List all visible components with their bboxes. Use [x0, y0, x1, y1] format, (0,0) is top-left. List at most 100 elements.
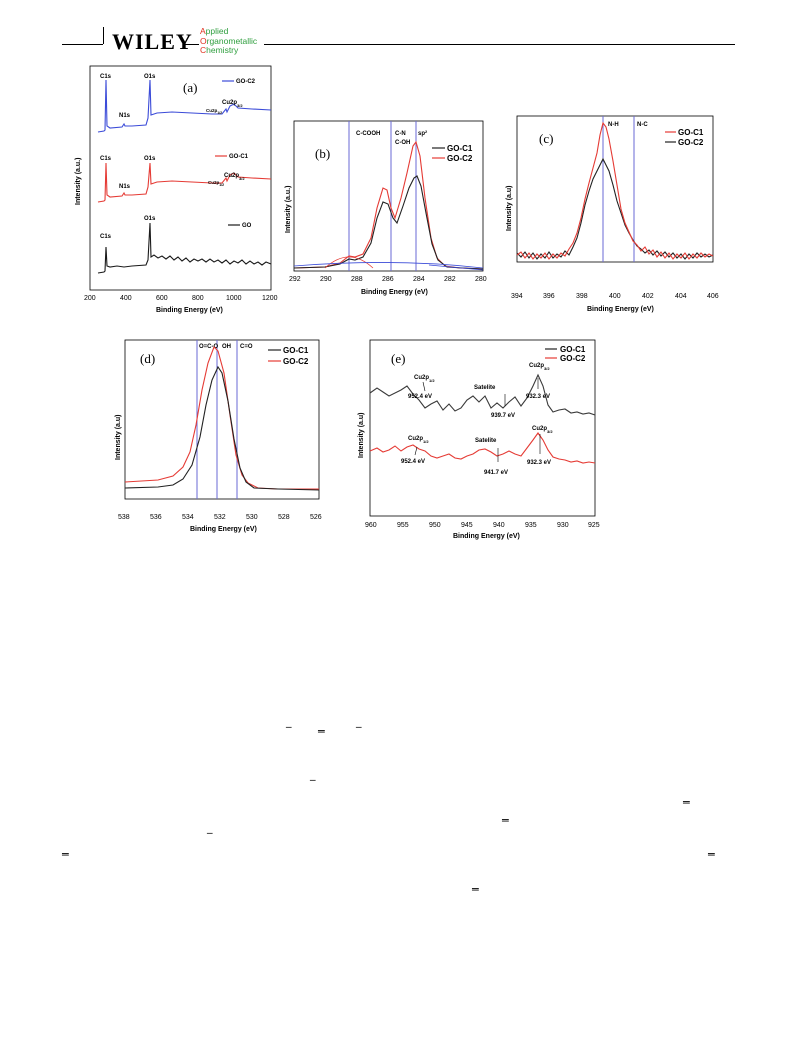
a-xtick-0: 200: [84, 295, 96, 302]
b-baseline-tail: [428, 264, 484, 271]
e-top-sat-ev: 939.7 eV: [491, 413, 515, 419]
peak-c1s-go: C1s: [100, 234, 112, 240]
d-xtick-6: 526: [310, 514, 322, 521]
fragment-2: ═: [318, 725, 325, 738]
b-xtick-6: 280: [475, 276, 487, 283]
b-legend-c1-text: GO-C1: [447, 144, 473, 153]
e-top-cu-left-arrow: [422, 381, 426, 392]
e-top-cu-left: Cu2p1/2: [414, 375, 435, 383]
series-go-c1: [97, 162, 272, 203]
peak-o1s-go: O1s: [144, 216, 156, 222]
peak-n1s-c1: N1s: [119, 184, 131, 190]
panel-c-frame: [516, 115, 714, 263]
panel-d-frame: [124, 339, 320, 500]
e-top-cu-left-ev: 952.4 eV: [408, 394, 432, 400]
peak-cu2p1-c2: Cu2p1/2: [206, 108, 222, 115]
d-ylabel: Intensity (a.u): [115, 414, 122, 460]
peak-c1s-c1: C1s: [100, 156, 112, 162]
b-baseline: [293, 262, 484, 269]
peak-n1s-c2: N1s: [119, 113, 131, 119]
series-b-go-c1: [293, 175, 484, 270]
header-rule-mid: [183, 44, 199, 45]
d-xtick-4: 530: [246, 514, 258, 521]
panel-d: (d) O=C-O OH C=O GO-C1 GO-C2 538 536 534…: [108, 335, 333, 555]
c-xtick-5: 404: [675, 293, 687, 300]
peak-cu2p1-c1: Cu2p1/2: [208, 180, 224, 187]
panel-b-label: (b): [315, 146, 330, 161]
peak-o1s-c1: O1s: [144, 156, 156, 162]
e-xtick-2: 950: [429, 522, 441, 529]
legend-go-c1-text: GO-C1: [229, 154, 249, 160]
e-bot-cu-right: Cu2p3/2: [532, 426, 553, 434]
e-bot-cu-right-ev: 932.3 eV: [527, 460, 551, 466]
series-c-go-c2: [516, 157, 714, 260]
e-bot-cu-left: Cu2p1/2: [408, 436, 429, 444]
panel-a: (a) C1s N1s O1s Cu2p1/2 Cu2p3/2 C1s N1s …: [62, 60, 287, 320]
fragment-3: ‾: [356, 725, 362, 738]
panel-a-xticks: 200 400 600 800 1000 1200: [84, 295, 278, 302]
panel-e: (e) GO-C1 GO-C2 Cu2p1/2 952.4 eV Satelit…: [345, 330, 605, 545]
d-xtick-1: 536: [150, 514, 162, 521]
peak-cu2p-c2: Cu2p3/2: [222, 100, 243, 108]
b-ann-cn: C-N: [395, 131, 406, 137]
e-bot-sat-ev: 941.7 eV: [484, 470, 508, 476]
b-xtick-4: 284: [413, 276, 425, 283]
a-xtick-1: 400: [120, 295, 132, 302]
e-xtick-0: 960: [365, 522, 377, 529]
journal-name: Applied Organometallic Chemistry: [200, 26, 258, 55]
header-tick: [103, 27, 104, 44]
fragment-4: ‾: [310, 778, 316, 791]
c-legend-c2-text: GO-C2: [678, 138, 704, 147]
a-ylabel: Intensity (a.u.): [75, 158, 82, 205]
c-ylabel: Intensity (a.u): [506, 185, 513, 231]
panel-d-xticks: 538 536 534 532 530 528 526: [118, 514, 322, 521]
d-ann-oh: OH: [222, 344, 231, 350]
panel-b-chart: (b) C-COOH C-N C-OH sp2 GO-C1 GO-C2 292 …: [285, 120, 487, 296]
d-legend-c2-text: GO-C2: [283, 357, 309, 366]
fragment-6: ═: [502, 814, 509, 827]
series-e-go-c2: [369, 432, 596, 464]
panel-c-chart: (c) N-H N-C GO-C1 GO-C2 394 396 398 400 …: [506, 115, 719, 313]
peak-c1s-c2: C1s: [100, 74, 112, 80]
a-xlabel: Binding Energy (eV): [156, 307, 223, 314]
e-top-sat: Satelite: [474, 385, 496, 391]
d-ann-ococ: O=C-O: [199, 344, 219, 350]
fragment-7: ‾: [207, 831, 213, 844]
e-bot-cu-left-ev: 952.4 eV: [401, 459, 425, 465]
e-xtick-5: 935: [525, 522, 537, 529]
header-rule-right: [264, 44, 735, 45]
panel-a-label: (a): [183, 80, 197, 95]
d-xtick-3: 532: [214, 514, 226, 521]
panel-c-label: (c): [539, 131, 553, 146]
series-c-go-c1: [516, 121, 714, 260]
e-legend-c1-text: GO-C1: [560, 345, 586, 354]
d-xtick-0: 538: [118, 514, 130, 521]
fragment-10: ═: [472, 883, 479, 896]
panel-e-frame: [369, 339, 596, 517]
series-go-c2: [97, 79, 272, 133]
e-top-cu-right-ev: 932.3 eV: [526, 394, 550, 400]
b-xlabel: Binding Energy (eV): [361, 289, 428, 296]
panel-b-xticks: 292 290 288 286 284 282 280: [289, 276, 487, 283]
series-e-go-c1: [369, 373, 596, 416]
fragment-8: ═: [62, 848, 69, 861]
e-legend-c2-text: GO-C2: [560, 354, 586, 363]
panel-e-xticks: 960 955 950 945 940 935 930 925: [365, 522, 600, 529]
c-xtick-6: 406: [707, 293, 719, 300]
c-xtick-3: 400: [609, 293, 621, 300]
e-xtick-4: 940: [493, 522, 505, 529]
c-ann-nc: N-C: [637, 122, 648, 128]
series-d-go-c2: [124, 346, 319, 490]
legend-go-text: GO: [242, 223, 252, 229]
panel-b: (b) C-COOH C-N C-OH sp2 GO-C1 GO-C2 292 …: [285, 118, 495, 323]
b-legend-c2-text: GO-C2: [447, 154, 473, 163]
panel-a-frame: [89, 65, 272, 291]
journal-header: WILEY Applied Organometallic Chemistry: [0, 0, 793, 60]
a-xtick-2: 600: [156, 295, 168, 302]
fragment-5: ═: [683, 796, 690, 809]
a-xtick-5: 1200: [262, 295, 278, 302]
panel-d-label: (d): [140, 351, 155, 366]
panel-c-xticks: 394 396 398 400 402 404 406: [511, 293, 719, 300]
c-xtick-0: 394: [511, 293, 523, 300]
peak-o1s-c2: O1s: [144, 74, 156, 80]
